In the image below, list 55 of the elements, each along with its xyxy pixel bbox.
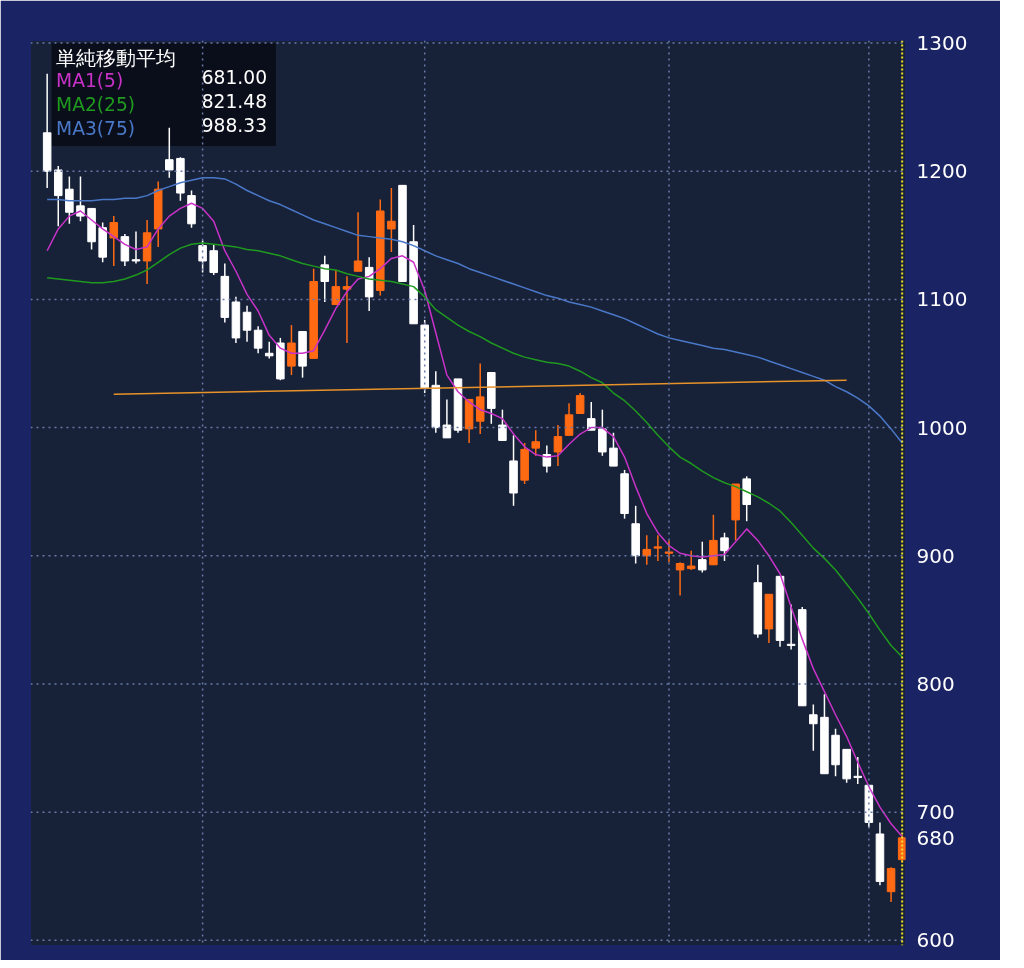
candlestick	[642, 534, 652, 566]
y-tick-label: 600	[916, 928, 955, 953]
candlestick	[609, 432, 618, 467]
candlestick	[575, 392, 585, 415]
candlestick	[664, 539, 674, 563]
candlestick	[165, 126, 174, 179]
candlestick	[242, 305, 252, 343]
candlestick	[786, 603, 796, 651]
candlestick	[586, 401, 596, 431]
text: MA1(5)	[56, 70, 124, 92]
candlestick	[109, 215, 119, 267]
y-tick-label: 1100	[916, 287, 968, 312]
candlestick	[253, 325, 263, 355]
candlestick	[387, 187, 396, 253]
candlestick	[653, 534, 663, 562]
annotation: 988.33	[201, 115, 268, 137]
candlestick	[209, 243, 218, 276]
candlestick	[353, 211, 363, 272]
candlestick	[320, 255, 330, 303]
y-tick-label: 700	[916, 800, 955, 825]
y-tick-label: 680	[916, 825, 955, 850]
y-tick-label: 1300	[916, 31, 968, 56]
line-series	[46, 242, 903, 658]
candlestick	[76, 175, 85, 222]
candlestick	[675, 561, 685, 597]
candlestick	[720, 531, 729, 562]
line-series	[46, 202, 903, 838]
candlestick	[853, 756, 863, 785]
candlestick	[331, 269, 341, 306]
candlestick	[686, 549, 696, 571]
y-tick-label: 1200	[916, 159, 968, 184]
candlestick	[65, 175, 74, 225]
candlestick	[886, 866, 896, 903]
candlestick	[264, 340, 274, 360]
candlestick	[809, 703, 818, 752]
candlestick	[342, 275, 352, 344]
candlestick	[442, 398, 452, 439]
candlestick	[553, 424, 563, 467]
line-series	[46, 176, 903, 444]
candlestick	[542, 444, 552, 474]
candlestick	[498, 408, 507, 442]
candlestick	[564, 402, 574, 437]
y-tick-label: 1000	[916, 415, 968, 440]
text: MA2(25)	[56, 94, 136, 116]
candlestick	[531, 429, 541, 457]
legend-title: 単純移動平均	[56, 46, 177, 71]
annotation: 681.00	[201, 67, 268, 89]
y-tick-label: 800	[916, 672, 955, 696]
text: MA3(75)	[56, 118, 136, 140]
candlestick	[131, 230, 141, 265]
candlestick	[598, 408, 607, 457]
candlestick	[698, 540, 707, 574]
candlestick	[287, 324, 296, 376]
annotation: 821.48	[201, 91, 268, 113]
y-tick-label: 900	[916, 543, 955, 568]
